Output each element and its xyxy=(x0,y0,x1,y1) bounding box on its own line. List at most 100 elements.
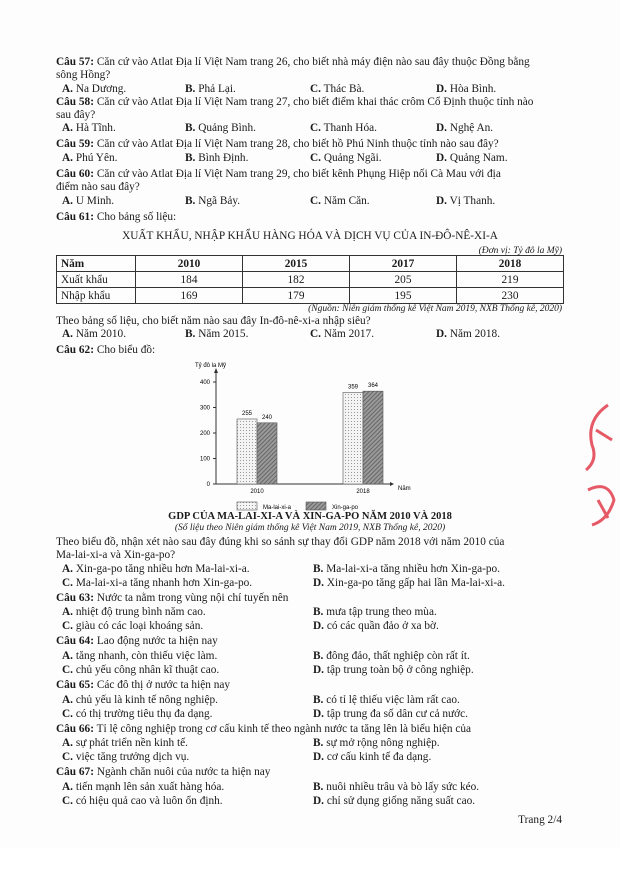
option-a: A. Xin-ga-po tăng nhiều hơn Ma-lai-xi-a. xyxy=(62,563,250,576)
question-q66: Câu 66: Tỉ lệ công nghiệp trong cơ cấu k… xyxy=(56,723,471,736)
option-text: Ma-lai-xi-a tăng nhiều hơn Xin-ga-po. xyxy=(326,563,500,575)
question-text: Cho biểu đồ: xyxy=(96,344,156,356)
question-q64: Câu 64: Lao động nước ta hiện nay xyxy=(56,635,218,648)
option-letter: D. xyxy=(313,577,324,589)
option-text: sự mở rộng nông nghiệp. xyxy=(326,737,440,749)
option-a: A. Na Dương. xyxy=(62,83,126,96)
question-text: Nước ta nằm trong vùng nội chí tuyến nên xyxy=(96,592,289,604)
option-letter: B. xyxy=(313,694,324,706)
option-c: C. có thị trường tiêu thụ đa dạng. xyxy=(62,708,212,721)
option-text: sự phát triển nền kinh tế. xyxy=(75,737,188,749)
legend-label: Ma-lai-xi-a xyxy=(263,505,292,511)
question-text: Căn cứ vào Atlat Địa lí Việt Nam trang 2… xyxy=(96,168,501,180)
text-line: Theo biểu đồ, nhận xét nào sau đây đúng … xyxy=(56,536,504,549)
option-text: Hòa Bình. xyxy=(449,83,497,95)
question-number: Câu 60: xyxy=(56,168,94,180)
option-c: C. Ma-lai-xi-a tăng nhanh hơn Xin-ga-po. xyxy=(62,577,252,590)
option-letter: C. xyxy=(310,83,321,95)
option-letter: D. xyxy=(313,795,324,807)
option-d: D. chỉ sử dụng giống năng suất cao. xyxy=(313,795,475,808)
option-text: Năm Căn. xyxy=(323,195,370,207)
option-text: đông đảo, thất nghiệp còn rất ít. xyxy=(326,650,470,662)
option-c: C. Thanh Hóa. xyxy=(310,122,377,135)
table-cell: 205 xyxy=(349,271,457,288)
option-text: Thanh Hóa. xyxy=(323,122,377,134)
option-letter: A. xyxy=(62,694,73,706)
option-letter: B. xyxy=(185,152,196,164)
question-text: Tỉ lệ công nghiệp trong cơ cấu kinh tế t… xyxy=(96,723,472,735)
x-axis-label: Năm xyxy=(398,486,411,492)
table-title: XUẤT KHẨU, NHẬP KHẨU HÀNG HÓA VÀ DỊCH VỤ… xyxy=(122,230,498,242)
option-b: B. Ngã Bảy. xyxy=(185,195,240,208)
option-letter: A. xyxy=(62,83,73,95)
option-b: B. Phả Lại. xyxy=(185,83,236,96)
option-text: Năm 2018. xyxy=(449,328,501,340)
legend-swatch xyxy=(236,501,258,511)
data-label: 255 xyxy=(242,411,253,417)
option-c: C. có hiệu quả cao và luôn ổn định. xyxy=(62,795,223,808)
option-letter: C. xyxy=(310,122,321,134)
question-text: Ma-lai-xi-a và Xin-ga-po? xyxy=(56,549,176,561)
option-letter: A. xyxy=(62,606,73,618)
question-q63: Câu 63: Nước ta nằm trong vùng nội chí t… xyxy=(56,592,288,605)
question-number: Câu 66: xyxy=(56,723,94,735)
gdp-bar-chart: Tỷ đô la Mỹ 0 100 200 300 400 Năm 2010 255 240 201… xyxy=(195,362,411,511)
option-letter: A. xyxy=(62,195,73,207)
chart-title: GDP CỦA MA-LAI-XI-A VÀ XIN-GA-PO NĂM 201… xyxy=(168,511,452,522)
bar-xin-ga-po-2010 xyxy=(256,422,278,485)
option-text: Phú Yên. xyxy=(75,152,118,164)
option-text: có hiệu quả cao và luôn ổn định. xyxy=(75,795,223,807)
option-text: tập trung toàn bộ ở công nghiệp. xyxy=(326,664,474,676)
option-d: D. Quảng Nam. xyxy=(436,152,508,165)
text-line: sông Hồng? xyxy=(56,69,110,82)
text-line: Theo bảng số liệu, cho biết năm nào sau … xyxy=(56,315,371,328)
option-text: tập trung đa số dân cư cả nước. xyxy=(326,708,468,720)
question-text: Theo bảng số liệu, cho biết năm nào sau … xyxy=(56,315,371,327)
x-tick-label: 2018 xyxy=(356,489,370,495)
option-b: B. có tỉ lệ thiếu việc làm rất cao. xyxy=(313,694,460,707)
question-q57: Câu 57: Căn cứ vào Atlat Địa lí Việt Nam… xyxy=(56,56,530,69)
option-text: Vị Thanh. xyxy=(449,195,496,207)
data-label: 359 xyxy=(348,384,359,390)
question-q58: Câu 58: Căn cứ vào Atlat Địa lí Việt Nam… xyxy=(56,96,533,109)
option-letter: A. xyxy=(62,781,73,793)
option-letter: B. xyxy=(185,328,196,340)
y-tick-label: 200 xyxy=(200,431,211,437)
question-text: Cho bảng số liệu: xyxy=(96,211,177,223)
question-text: Các đô thị ở nước ta hiện nay xyxy=(96,679,231,691)
option-letter: B. xyxy=(313,606,324,618)
bar-ma-lai-xi-a-2018 xyxy=(342,392,364,485)
option-letter: D. xyxy=(436,195,447,207)
question-text: Căn cứ vào Atlat Địa lí Việt Nam trang 2… xyxy=(96,138,499,150)
option-c: C. Năm Căn. xyxy=(310,195,370,208)
option-letter: C. xyxy=(62,664,73,676)
bar-xin-ga-po-2018 xyxy=(362,390,384,485)
chart-source: (Số liệu theo Niên giám thống kê Việt Na… xyxy=(174,523,446,533)
option-c: C. Quảng Ngãi. xyxy=(310,152,382,165)
option-b: B. Ma-lai-xi-a tăng nhiều hơn Xin-ga-po. xyxy=(313,563,500,576)
table-cell: 179 xyxy=(242,287,350,304)
option-letter: B. xyxy=(185,122,196,134)
table-cell: 184 xyxy=(135,271,243,288)
question-text: Căn cứ vào Atlat Địa lí Việt Nam trang 2… xyxy=(96,56,530,68)
option-a: A. U Minh. xyxy=(62,195,114,208)
option-letter: B. xyxy=(313,781,324,793)
data-label: 364 xyxy=(368,383,379,389)
option-b: B. nuôi nhiều trâu và bò lấy sức kéo. xyxy=(313,781,479,794)
option-b: B. Bình Định. xyxy=(185,152,248,165)
option-text: việc tăng trưởng dịch vụ. xyxy=(75,751,190,763)
question-number: Câu 67: xyxy=(56,766,94,778)
question-text: Theo biểu đồ, nhận xét nào sau đây đúng … xyxy=(56,536,505,548)
table-cell: 230 xyxy=(456,287,564,304)
table-cell: Xuất khẩu xyxy=(56,271,136,288)
question-number: Câu 65: xyxy=(56,679,94,691)
option-b: B. Năm 2015. xyxy=(185,328,248,341)
option-text: Nghệ An. xyxy=(449,122,494,134)
option-letter: B. xyxy=(313,650,324,662)
option-text: Năm 2010. xyxy=(75,328,127,340)
option-text: Phả Lại. xyxy=(198,83,236,95)
legend-label: Xin-ga-po xyxy=(332,505,359,511)
option-text: U Minh. xyxy=(75,195,115,207)
question-number: Câu 61: xyxy=(56,211,94,223)
table-source: (Nguồn: Niên giám thống kê Việt Nam 2019… xyxy=(308,304,562,314)
